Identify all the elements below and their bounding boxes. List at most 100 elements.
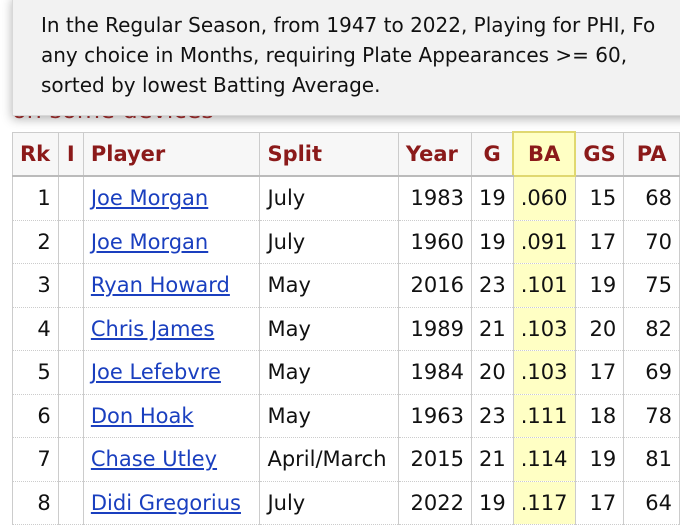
cell: 68 [623, 175, 680, 221]
cell: 78 [623, 393, 680, 438]
results-table: Rk I Player Split Year G BA GS PA 1 Joe Morgan Jul… [12, 131, 680, 525]
cell: .111 [512, 393, 576, 438]
player-link[interactable]: Chris James [90, 316, 215, 341]
table-body: 1 Joe Morgan July 1983 19.060 15 68 2 Joe Morgan… [12, 175, 680, 525]
cell: July [259, 219, 399, 264]
table-row: 3 Ryan Howard May 2016 23.101 19 75 [12, 263, 680, 308]
tooltip-line: any choice in Months, requiring Plate Ap… [41, 43, 628, 67]
cell: 64 [623, 480, 680, 525]
header-row: Rk I Player Split Year G BA GS PA [12, 131, 680, 177]
cell: Chase Utley [82, 437, 261, 482]
cell: 2022 [397, 480, 473, 525]
column-header: Split [259, 131, 399, 177]
cell: July [259, 480, 399, 525]
tooltip-line: In the Regular Season, from 1947 to 2022… [41, 13, 656, 37]
cell: 1 [12, 175, 59, 221]
cell: 7 [12, 437, 59, 482]
cell: May [259, 350, 399, 395]
cell: 18 [574, 393, 625, 438]
cell: 1984 [397, 350, 473, 395]
cell [57, 480, 84, 525]
cell: 19 [471, 219, 514, 264]
player-link[interactable]: Ryan Howard [90, 273, 230, 298]
cell [57, 437, 84, 482]
player-link[interactable]: Joe Lefebvre [90, 360, 221, 385]
cell: Joe Morgan [82, 219, 261, 264]
cell: 2016 [397, 263, 473, 308]
tooltip: In the Regular Season, from 1947 to 2022… [12, 0, 680, 116]
cell: .103 [512, 350, 576, 395]
cell: 17 [574, 480, 625, 525]
cell [57, 175, 84, 221]
cell: Ryan Howard [82, 263, 261, 308]
cell: .060 [512, 175, 576, 221]
cell: 82 [623, 306, 680, 351]
cell: 21 [471, 437, 514, 482]
column-header: GS [574, 131, 625, 177]
column-header: PA [623, 131, 680, 177]
cell: 19 [471, 480, 514, 525]
cell: .117 [512, 480, 576, 525]
cell: May [259, 306, 399, 351]
table-row: 8 Didi Gregorius July 2022 19.117 17 64 [12, 480, 680, 525]
column-header: Year [397, 131, 473, 177]
table-row: 7 Chase Utley April/March 2015 21.114 19 81 [12, 437, 680, 482]
table-row: 1 Joe Morgan July 1983 19.060 15 68 [12, 175, 680, 221]
cell: .103 [512, 306, 576, 351]
cell: .091 [512, 219, 576, 264]
column-header: I [57, 131, 84, 177]
column-header: BA [512, 131, 576, 177]
cell [57, 219, 84, 264]
cell: 19 [574, 437, 625, 482]
cell: .101 [512, 263, 576, 308]
cell: 1989 [397, 306, 473, 351]
tooltip-line: sorted by lowest Batting Average. [41, 73, 381, 97]
player-link[interactable]: Joe Morgan [90, 186, 209, 211]
cell: 23 [471, 263, 514, 308]
player-link[interactable]: Chase Utley [90, 447, 218, 472]
cell [57, 306, 84, 351]
cell: 6 [12, 393, 59, 438]
table-row: 4 Chris James May 1989 21.103 20 82 [12, 306, 680, 351]
cell: 17 [574, 219, 625, 264]
cell: 3 [12, 263, 59, 308]
cell [57, 393, 84, 438]
player-link[interactable]: Don Hoak [90, 403, 194, 428]
cell: Joe Lefebvre [82, 350, 261, 395]
cell: 5 [12, 350, 59, 395]
cell: 1983 [397, 175, 473, 221]
cell: 8 [12, 480, 59, 525]
column-header: G [471, 131, 514, 177]
cell: 2 [12, 219, 59, 264]
cell: 15 [574, 175, 625, 221]
cell: 75 [623, 263, 680, 308]
player-link[interactable]: Didi Gregorius [90, 490, 241, 515]
cell: May [259, 263, 399, 308]
cell: 21 [471, 306, 514, 351]
cell: 20 [471, 350, 514, 395]
cell: 23 [471, 393, 514, 438]
table-row: 2 Joe Morgan July 1960 19.091 17 70 [12, 219, 680, 264]
player-link[interactable]: Joe Morgan [90, 229, 209, 254]
cell: 20 [574, 306, 625, 351]
column-header: Rk [12, 131, 59, 177]
cell [57, 350, 84, 395]
cell: 2015 [397, 437, 473, 482]
cell: 4 [12, 306, 59, 351]
cell: May [259, 393, 399, 438]
table-row: 5 Joe Lefebvre May 1984 20.103 17 69 [12, 350, 680, 395]
cell: Didi Gregorius [82, 480, 261, 525]
cell: 19 [574, 263, 625, 308]
cell: 81 [623, 437, 680, 482]
cell: 19 [471, 175, 514, 221]
column-header: Player [82, 131, 261, 177]
cell: .114 [512, 437, 576, 482]
cell: 1963 [397, 393, 473, 438]
cell [57, 263, 84, 308]
cell: April/March [259, 437, 399, 482]
cell: July [259, 175, 399, 221]
cell: 1960 [397, 219, 473, 264]
cell: 70 [623, 219, 680, 264]
table-row: 6 Don Hoak May 1963 23.111 18 78 [12, 393, 680, 438]
